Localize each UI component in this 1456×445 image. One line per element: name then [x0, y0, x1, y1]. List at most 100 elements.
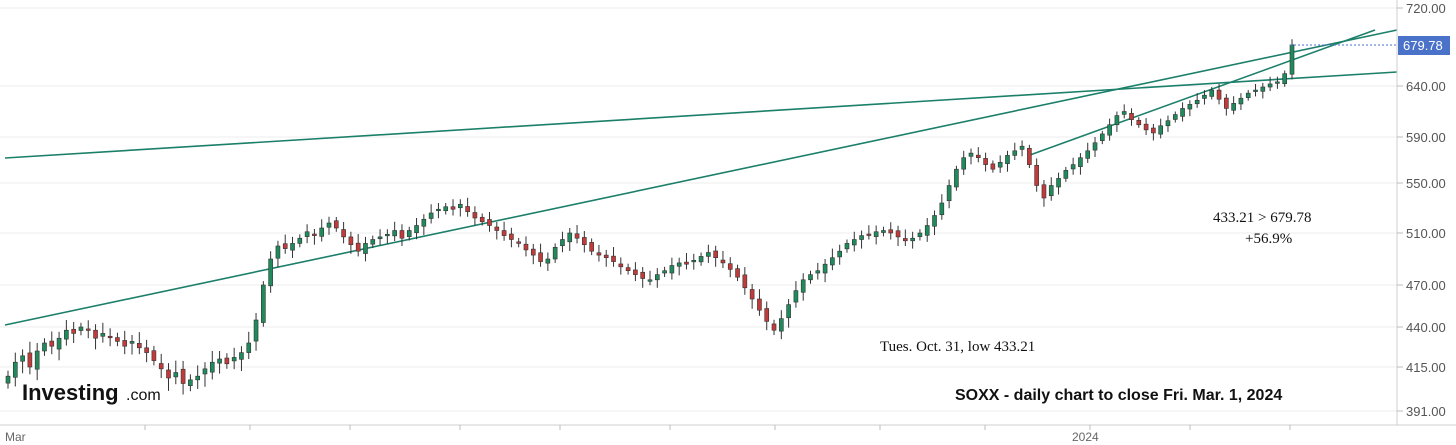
candle-body — [56, 337, 62, 350]
candle — [932, 210, 937, 236]
candle — [1129, 108, 1134, 126]
candle-body — [1078, 157, 1083, 167]
candle-body — [239, 352, 244, 360]
candle-body — [71, 328, 76, 334]
grid — [0, 7, 1397, 412]
candle-body — [727, 263, 733, 270]
candle — [129, 335, 135, 355]
candle — [209, 351, 215, 380]
candle-body — [903, 238, 908, 242]
candle-body — [1194, 99, 1200, 105]
candle-body — [392, 230, 397, 237]
candle-body — [713, 250, 718, 259]
candle-body — [1019, 145, 1025, 150]
price-tick-label: 510.00 — [1406, 226, 1446, 241]
candle-body — [888, 229, 894, 234]
candle-body — [1209, 89, 1215, 97]
candle — [290, 236, 295, 258]
candle-body — [706, 252, 711, 257]
candle-body — [1158, 125, 1163, 135]
candle — [822, 259, 828, 283]
candle — [1231, 96, 1236, 115]
price-tick-label: 415.00 — [1406, 360, 1446, 375]
candle — [574, 225, 580, 244]
candle — [1034, 158, 1039, 192]
candle-body — [304, 231, 310, 237]
trendlines — [4, 29, 1398, 326]
candle — [749, 283, 755, 309]
candle — [895, 225, 901, 246]
candle — [1092, 137, 1098, 158]
candle — [399, 224, 405, 246]
candle-body — [180, 368, 186, 384]
candle-body — [735, 268, 740, 278]
candle-body — [1129, 113, 1134, 120]
candle — [851, 231, 857, 252]
candle — [691, 253, 697, 270]
candle — [808, 270, 813, 284]
candle — [662, 266, 667, 277]
candle — [195, 365, 200, 389]
candle — [793, 281, 799, 308]
candle — [93, 324, 98, 350]
candle-body — [983, 158, 988, 165]
candle — [1005, 150, 1010, 172]
candle-body — [253, 319, 259, 342]
price-tick-label: 470.00 — [1406, 278, 1446, 293]
candle — [64, 320, 69, 346]
candle — [939, 194, 945, 220]
candle — [1282, 70, 1288, 87]
candle-body — [800, 279, 806, 293]
plot-background — [0, 0, 1397, 425]
candle — [611, 247, 616, 267]
candle-body — [684, 261, 689, 265]
candle-body — [757, 298, 762, 311]
candle-body — [1172, 114, 1178, 120]
candle — [560, 231, 565, 253]
candle — [392, 221, 397, 242]
candle-body — [538, 252, 543, 262]
candle — [552, 243, 558, 263]
candle-body — [465, 206, 470, 213]
candle — [231, 347, 237, 370]
candle-body — [808, 274, 813, 281]
candle — [173, 360, 179, 385]
candle-body — [1063, 170, 1069, 179]
candle — [202, 362, 208, 387]
candle — [545, 252, 551, 271]
candle — [27, 341, 33, 375]
candle-body — [669, 265, 675, 274]
candle — [71, 321, 76, 343]
candle-body — [1048, 185, 1054, 197]
candle — [5, 370, 11, 389]
candle-body — [552, 247, 558, 260]
candle-body — [78, 326, 84, 331]
candle — [866, 225, 872, 240]
candle — [1245, 90, 1251, 101]
candle — [261, 281, 266, 327]
candle — [596, 244, 602, 262]
candle-body — [851, 239, 857, 246]
candle — [1253, 83, 1258, 97]
candle-body — [137, 343, 142, 349]
candle-body — [268, 258, 273, 287]
candle — [975, 147, 981, 163]
candle-body — [676, 262, 682, 267]
candle-body — [100, 333, 106, 337]
current-price-tag-box — [1398, 36, 1450, 55]
candle-body — [34, 350, 40, 370]
candle — [946, 179, 952, 209]
candle — [1260, 82, 1266, 99]
candle-body — [261, 284, 266, 323]
candle-body — [282, 243, 288, 249]
candle — [589, 238, 594, 256]
candle — [166, 363, 171, 391]
candle-body — [545, 258, 551, 264]
candle-body — [691, 259, 697, 263]
candle — [1121, 104, 1127, 119]
candle-body — [355, 242, 361, 252]
candle — [603, 249, 609, 267]
candle — [224, 353, 230, 369]
candle-body — [1267, 83, 1273, 88]
candle-body — [297, 237, 303, 244]
